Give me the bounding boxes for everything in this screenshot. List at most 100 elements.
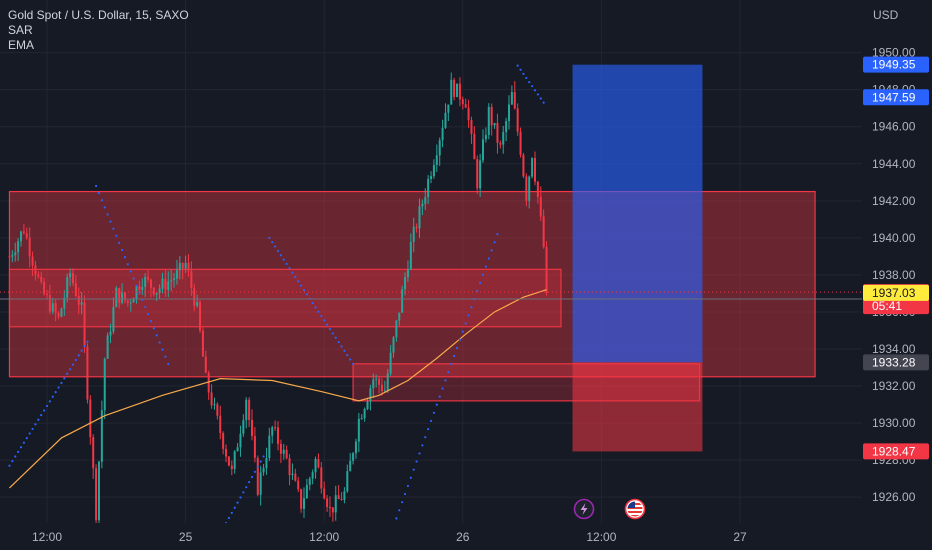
candle-body (314, 458, 317, 473)
sar-dot (455, 346, 459, 349)
candle-body (57, 312, 60, 317)
time-tick-label: 25 (179, 530, 193, 544)
candle-body (467, 107, 470, 121)
sar-dot (248, 480, 251, 484)
candle-body (317, 458, 320, 468)
candle-body (482, 139, 485, 161)
sar-dot (242, 491, 245, 494)
sar-dot (311, 301, 314, 305)
candle-body (539, 196, 542, 217)
candle-body (239, 433, 242, 448)
us-flag-icon[interactable] (624, 498, 646, 520)
sar-dot (120, 248, 124, 252)
sar-dot (51, 395, 54, 398)
sar-dot (138, 291, 141, 294)
sar-dot (66, 372, 69, 375)
candle-body (132, 299, 135, 303)
short-position-tool[interactable] (572, 64, 703, 452)
sar-dot (349, 358, 352, 361)
candle-body (519, 131, 522, 155)
sar-dot (320, 314, 323, 318)
indicator-ema-label[interactable]: EMA (8, 38, 35, 52)
sar-dot (331, 332, 334, 335)
candle-body (311, 472, 314, 479)
indicator-sar-label[interactable]: SAR (8, 23, 33, 37)
candle-body (349, 460, 352, 472)
candle-body (343, 491, 346, 500)
candle-body (138, 286, 141, 290)
sar-dot (45, 404, 49, 408)
sar-dot (302, 288, 306, 292)
candle-body (545, 247, 548, 293)
sar-dot (245, 486, 248, 489)
inner-zone[interactable] (8, 268, 562, 328)
sar-dot (528, 80, 531, 84)
candle-body (302, 498, 305, 509)
sar-dot (54, 391, 57, 394)
candle-body (421, 203, 424, 207)
sar-dot (441, 387, 444, 390)
candle-body (369, 388, 372, 402)
price-tick-label: 1940.00 (872, 231, 916, 245)
sar-dot (233, 506, 236, 509)
candle-body (161, 278, 164, 289)
candle-body (245, 399, 248, 421)
price-tag-bg (863, 56, 929, 73)
price-tick-label: 1930.00 (872, 416, 916, 430)
candle-body (337, 495, 340, 499)
sar-dot (285, 262, 288, 266)
sar-dot (48, 400, 51, 403)
candle-body (375, 378, 378, 380)
candle-body (507, 104, 511, 122)
candle-body (522, 154, 525, 177)
candle-body (401, 289, 404, 313)
candle-body (533, 158, 536, 182)
sar-dot (83, 345, 86, 348)
sar-dot (262, 455, 265, 458)
price-tick-label: 1950.00 (872, 46, 916, 60)
candle-body (173, 278, 176, 280)
price-axis-tags: 1949.351947.591937.0705:411937.031933.28… (863, 56, 929, 460)
price-tag-label: 1949.35 (872, 58, 916, 72)
candle-body (493, 122, 496, 126)
sar-dot (37, 418, 40, 421)
sar-dot (268, 236, 271, 239)
symbol-title[interactable]: Gold Spot / U.S. Dollar, 15, SAXO (8, 8, 189, 22)
candle-body (490, 106, 493, 126)
candle-body (473, 134, 476, 160)
candle-body (77, 295, 80, 305)
sar-dot (71, 363, 75, 366)
time-tick-label: 12:00 (586, 530, 616, 544)
sar-dot (450, 363, 453, 366)
sar-dot (129, 270, 132, 273)
time-tick-label: 27 (733, 530, 747, 544)
candle-body (328, 507, 331, 509)
candle-body (484, 134, 487, 140)
sar-dot (481, 273, 485, 276)
candle-body (60, 308, 63, 317)
candle-body (297, 480, 300, 490)
sar-dot (323, 319, 326, 322)
candle-body (409, 241, 412, 270)
price-tick-label: 1944.00 (872, 157, 916, 171)
candle-body (415, 226, 418, 229)
candle-body (430, 176, 433, 179)
sar-dot (403, 492, 407, 496)
candle-body (354, 441, 357, 454)
candle-body (167, 281, 170, 290)
sar-dot (276, 249, 280, 252)
sar-dot (259, 460, 262, 463)
price-tag-bg (863, 443, 929, 460)
candle-body (447, 104, 450, 113)
price-tick-label: 1946.00 (872, 120, 916, 134)
sar-dot (144, 305, 147, 309)
lightning-icon[interactable] (573, 498, 595, 520)
sar-dot (444, 379, 447, 382)
candle-body (531, 158, 534, 177)
sar-dot (40, 414, 43, 417)
sar-dot (279, 254, 282, 257)
price-tag-label: 1928.47 (872, 444, 916, 458)
sar-dot (314, 306, 317, 309)
sar-dot (256, 465, 259, 468)
